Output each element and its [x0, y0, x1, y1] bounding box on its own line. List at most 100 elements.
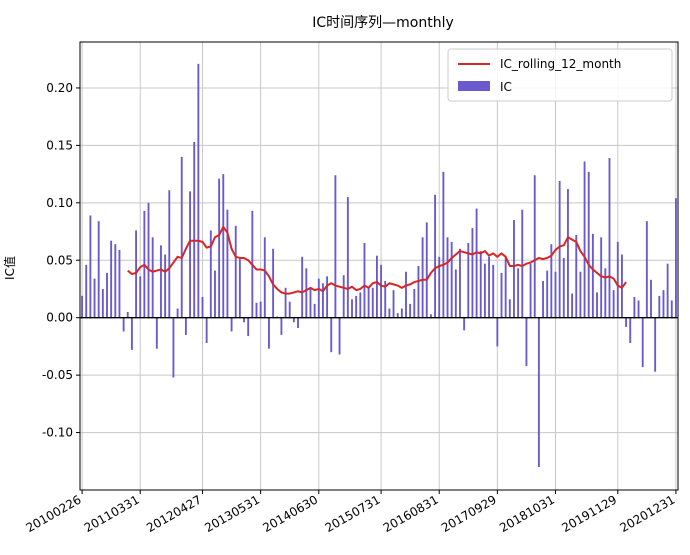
ic-bar: [184, 317, 187, 335]
ic-bar: [201, 297, 204, 318]
ic-bar: [338, 317, 341, 355]
ic-bar: [446, 237, 449, 318]
ic-bar: [97, 221, 100, 318]
ic-bar: [459, 248, 461, 318]
ic-bar: [504, 257, 507, 318]
ic-bar: [380, 264, 383, 318]
ic-bar: [234, 225, 237, 318]
ic-bar: [118, 249, 121, 318]
ic-bar: [317, 278, 320, 318]
ic-bar: [600, 237, 603, 318]
y-tick-label: 0.00: [46, 311, 73, 325]
ic-bar: [367, 286, 370, 318]
ic-bar: [85, 264, 88, 318]
ic-bar: [330, 317, 333, 353]
ic-bar: [193, 141, 196, 318]
ic-bar: [238, 259, 241, 318]
ic-bar: [645, 221, 648, 318]
ic-bar: [280, 317, 283, 335]
ic-bar: [475, 208, 478, 318]
ic-bar: [209, 230, 212, 318]
ic-bar: [110, 240, 113, 318]
ic-bar: [292, 317, 295, 323]
ic-bar: [189, 191, 191, 318]
ic-bar: [500, 272, 503, 318]
ic-bar: [392, 290, 395, 318]
ic-bar: [263, 237, 266, 318]
ic-bar: [355, 295, 358, 318]
ic-bar: [641, 317, 644, 368]
ic-bar: [214, 270, 216, 318]
ic-bar: [591, 233, 594, 318]
ic-bar: [537, 317, 540, 468]
ic-bar: [130, 317, 133, 350]
ic-bar: [650, 279, 652, 318]
ic-bar: [346, 197, 349, 318]
ic-bar: [388, 308, 391, 318]
ic-bar: [139, 276, 142, 318]
ic-bar: [284, 287, 287, 318]
ic-bar: [479, 251, 482, 318]
ic-bar: [255, 302, 258, 318]
ic-bar: [554, 271, 557, 318]
ic-bar: [413, 288, 416, 318]
ic-bar: [666, 263, 669, 318]
ic-bar: [533, 175, 536, 318]
ic-bar: [567, 189, 569, 318]
ic-bar: [562, 257, 565, 318]
legend: IC_rolling_12_month IC: [447, 48, 673, 102]
ic-bar: [247, 317, 250, 337]
ic-bar: [421, 237, 424, 318]
ic-bar: [371, 287, 374, 318]
ic-bar: [654, 317, 657, 372]
ic-bar: [508, 299, 511, 318]
ic-bar: [587, 171, 590, 318]
ic-bar: [434, 194, 436, 318]
ic-bar: [126, 311, 129, 318]
ic-bar: [467, 243, 470, 318]
ic-bar: [513, 220, 515, 318]
ic-bar: [625, 317, 628, 327]
ic-bar: [608, 158, 611, 318]
y-tick-label: -0.10: [42, 426, 73, 440]
ic-bar: [396, 313, 399, 318]
ic-bar: [400, 308, 403, 318]
ic-bar: [114, 244, 117, 318]
ic-bar: [442, 171, 445, 318]
ic-bar: [612, 290, 615, 318]
ic-bar: [375, 255, 378, 318]
ic-bar: [322, 283, 324, 318]
ic-bar: [151, 237, 154, 318]
ic-bar: [517, 268, 520, 318]
y-tick-label: 0.15: [46, 138, 73, 152]
ic-bar: [135, 230, 137, 318]
ic-bar: [259, 301, 262, 318]
ic-bar: [168, 190, 171, 318]
ic-bar: [155, 317, 158, 349]
ic-bar: [488, 256, 490, 318]
ic-bar: [546, 270, 549, 318]
ic-bar: [93, 278, 96, 318]
ic-bar: [197, 63, 200, 318]
ic-bar: [363, 243, 366, 318]
ic-bar: [571, 293, 574, 318]
ic-bar: [297, 317, 299, 329]
rolling-line-layer: [127, 225, 627, 295]
ic-bar: [326, 276, 329, 318]
y-axis-label: IC值: [2, 256, 17, 280]
ic-bar: [637, 300, 640, 318]
legend-label-rolling: IC_rolling_12_month: [500, 57, 621, 71]
ic-bar: [633, 297, 636, 318]
ic-bar: [81, 295, 84, 318]
ic-bar: [122, 317, 125, 332]
legend-box: [447, 48, 673, 102]
ic-bar: [579, 271, 582, 318]
ic-bar: [429, 314, 432, 318]
ic-bar: [359, 292, 362, 318]
ic-bar: [164, 254, 167, 318]
ic-bar: [596, 292, 598, 318]
ic-bar: [492, 264, 495, 318]
ic-bar: [438, 256, 441, 318]
y-tick-label: -0.05: [42, 368, 73, 382]
ic-bar: [621, 254, 623, 318]
